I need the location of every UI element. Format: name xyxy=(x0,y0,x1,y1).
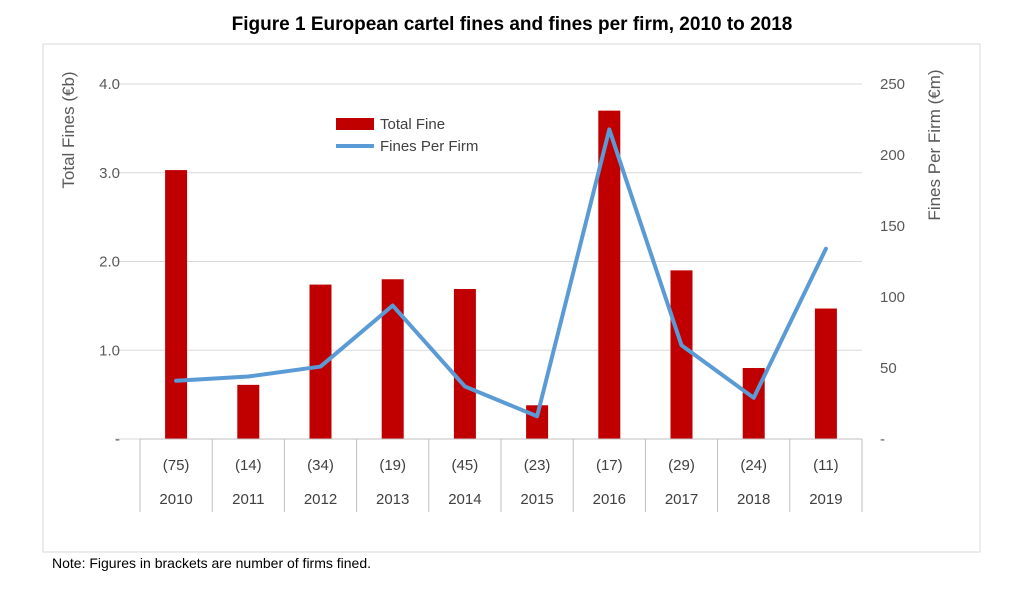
line-series xyxy=(174,127,828,419)
chart-title: Figure 1 European cartel fines and fines… xyxy=(231,14,793,35)
firms-count-label: (29) xyxy=(668,457,695,474)
firms-count-label: (19) xyxy=(379,457,406,474)
y-tick-label: 1.0 xyxy=(99,342,120,359)
line-fines-per-firm xyxy=(174,127,828,419)
y-tick-label: 3.0 xyxy=(99,165,120,182)
legend-swatch-total-fine xyxy=(336,118,374,130)
firms-count-label: (11) xyxy=(813,457,839,474)
bar-total-fine xyxy=(309,284,332,439)
year-label: 2016 xyxy=(593,491,626,508)
y2-tick-label: 200 xyxy=(880,147,905,164)
category-axis: (75) 2010 (14) 2011 (34) 2012 (19) 2013 (45) 2014… xyxy=(139,438,863,512)
year-label: 2012 xyxy=(304,491,337,508)
firms-count-label: (14) xyxy=(235,457,262,474)
y-tick-label: - xyxy=(115,431,120,448)
bar-total-fine xyxy=(598,110,621,439)
firms-count-label: (45) xyxy=(452,457,479,474)
plot-frame xyxy=(42,43,981,553)
legend-label-total-fine: Total Fine xyxy=(380,116,445,133)
y2-axis-ticks: - 50 100 150 200 250 xyxy=(880,76,905,448)
year-label: 2014 xyxy=(448,491,481,508)
y-tick-label: 2.0 xyxy=(99,254,120,271)
firms-count-label: (17) xyxy=(596,457,623,474)
firms-count-label: (24) xyxy=(740,457,767,474)
year-label: 2019 xyxy=(809,491,842,508)
bar-total-fine xyxy=(237,384,260,439)
year-label: 2013 xyxy=(376,491,409,508)
year-label: 2017 xyxy=(665,491,698,508)
y2-axis-title: Fines Per Firm (€m) xyxy=(925,69,944,220)
year-label: 2015 xyxy=(520,491,553,508)
bar-total-fine xyxy=(381,279,404,439)
bar-total-fine xyxy=(165,170,188,439)
bar-total-fine xyxy=(670,270,693,439)
y-tick-label: 4.0 xyxy=(99,76,120,93)
year-label: 2010 xyxy=(159,491,192,508)
y2-tick-label: 250 xyxy=(880,76,905,93)
firms-count-label: (75) xyxy=(163,457,190,474)
legend-label-fines-per-firm: Fines Per Firm xyxy=(380,138,478,155)
bar-total-fine xyxy=(814,308,837,439)
firms-count-label: (34) xyxy=(307,457,334,474)
year-label: 2018 xyxy=(737,491,770,508)
y2-tick-label: 150 xyxy=(880,218,905,235)
y2-tick-label: 50 xyxy=(880,360,897,377)
bar-total-fine xyxy=(453,289,476,439)
y-axis-ticks: - 1.0 2.0 3.0 4.0 xyxy=(99,76,120,448)
y2-tick-label: 100 xyxy=(880,289,905,306)
y-axis-title: Total Fines (€b) xyxy=(59,71,78,188)
year-label: 2011 xyxy=(232,491,264,508)
bar-series xyxy=(165,110,837,439)
y2-tick-label: - xyxy=(880,431,885,448)
firms-count-label: (23) xyxy=(524,457,551,474)
footnote: Note: Figures in brackets are number of … xyxy=(52,555,372,571)
legend: Total Fine Fines Per Firm xyxy=(336,116,478,155)
